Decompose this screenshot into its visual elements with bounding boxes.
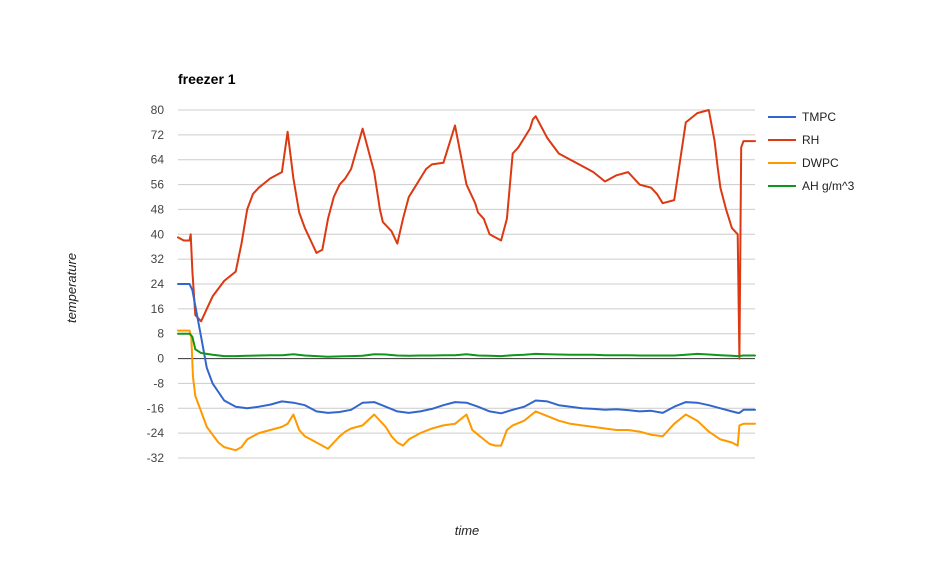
y-tick-label: -24	[147, 426, 165, 440]
y-tick-label: 80	[151, 103, 165, 117]
gridlines	[178, 109, 755, 459]
x-axis-title: time	[455, 523, 480, 538]
legend-label: DWPC	[802, 156, 839, 170]
y-tick-label: 48	[151, 202, 165, 216]
y-tick-label: 72	[151, 128, 165, 142]
legend-label: RH	[802, 133, 819, 147]
y-tick-label: 0	[157, 352, 164, 366]
y-tick-label: 32	[151, 252, 165, 266]
y-tick-label: 56	[151, 178, 165, 192]
legend-label: AH g/m^3	[802, 179, 855, 193]
y-tick-label: 8	[157, 327, 164, 341]
y-tick-label: 40	[151, 227, 165, 241]
y-tick-label: -32	[147, 451, 165, 465]
y-tick-label: 64	[151, 153, 165, 167]
y-tick-label: -8	[153, 376, 164, 390]
series-line-tmpc	[177, 283, 756, 415]
series-line-rh	[177, 109, 756, 360]
series-line-ah-g-m-3	[177, 332, 756, 358]
legend-label: TMPC	[802, 110, 836, 124]
y-tick-label: 24	[151, 277, 165, 291]
y-tick-label: 16	[151, 302, 165, 316]
series-lines	[177, 109, 756, 452]
y-axis-title: temperature	[64, 253, 79, 323]
y-tick-label: -16	[147, 401, 165, 415]
legend: TMPC RH DWPC AH g/m^3	[768, 110, 855, 193]
chart-title: freezer 1	[178, 71, 236, 87]
series-line-dwpc	[177, 329, 756, 452]
